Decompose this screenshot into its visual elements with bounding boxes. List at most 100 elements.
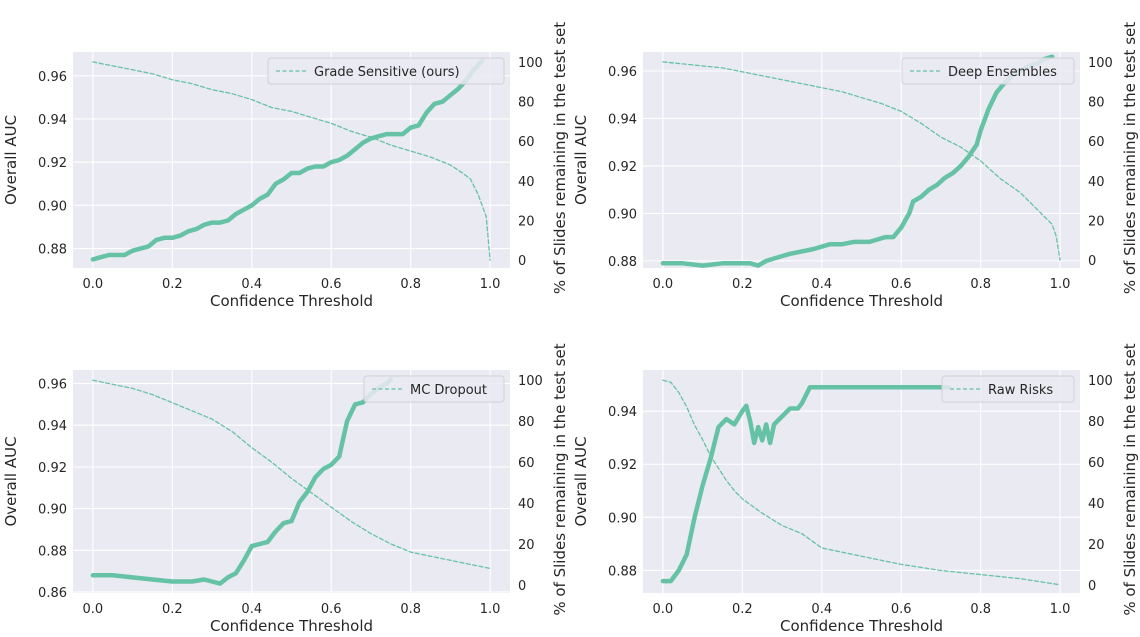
x-tick-label: 0.2 [162, 277, 183, 292]
y-tick-label-right: 60 [518, 456, 535, 471]
legend: Grade Sensitive (ours) [267, 57, 505, 85]
auc-line [660, 385, 952, 584]
y-axis-title-right: % of Slides remaining in the test set [1121, 22, 1139, 294]
y-tick-label-left: 0.92 [38, 156, 67, 171]
x-tick-label: 1.0 [1050, 277, 1071, 292]
legend-box [363, 375, 505, 403]
auc-line [90, 377, 394, 586]
y-tick-label-left: 0.96 [608, 65, 637, 80]
y-tick-label-left: 0.86 [38, 586, 67, 601]
x-axis-title: Confidence Threshold [210, 617, 373, 635]
y-tick-label-right: 20 [1088, 538, 1105, 553]
slides-remaining-line [662, 379, 1061, 586]
y-tick-label-right: 0 [518, 579, 526, 594]
subplot-3: 0.0 0.2 0.4 0.6 0.8 1.0 0.86 0.88 0.90 0.92 0.94 0.… [2, 343, 569, 635]
y-tick-label-right: 40 [518, 175, 535, 190]
y-tick-label-right: 60 [1088, 456, 1105, 471]
plot-area [643, 370, 1080, 593]
x-axis-title: Confidence Threshold [780, 617, 943, 635]
y-tick-label-right: 100 [518, 374, 543, 389]
x-axis-title: Confidence Threshold [780, 292, 943, 310]
legend-label: Grade Sensitive (ours) [314, 65, 460, 80]
legend: Raw Risks [941, 375, 1075, 403]
x-tick-label: 0.2 [732, 277, 753, 292]
x-tick-label: 0.8 [970, 602, 991, 617]
x-tick-label: 0.6 [891, 277, 912, 292]
x-axis-title: Confidence Threshold [210, 292, 373, 310]
y-tick-label-left: 0.94 [38, 419, 67, 434]
y-tick-label-right: 100 [1088, 374, 1113, 389]
y-tick-label-right: 20 [518, 214, 535, 229]
legend: Deep Ensembles [901, 57, 1075, 85]
y-tick-label-left: 0.90 [608, 207, 637, 222]
y-axis-title-right: % of Slides remaining in the test set [551, 343, 569, 615]
y-tick-label-left: 0.94 [608, 405, 637, 420]
y-axis-title-left: Overall AUC [572, 115, 590, 205]
subplot-1: 0.0 0.2 0.4 0.6 0.8 1.0 0.88 0.90 0.92 0.94 0.96 0 2… [2, 22, 569, 310]
x-tick-label: 0.4 [241, 277, 262, 292]
y-tick-label-right: 100 [1088, 56, 1113, 71]
x-tick-label: 0.8 [970, 277, 991, 292]
y-tick-label-left: 0.94 [38, 113, 67, 128]
plot-area [643, 52, 1080, 268]
legend-box [901, 57, 1075, 85]
y-tick-label-right: 40 [1088, 497, 1105, 512]
x-tick-label: 0.4 [811, 277, 832, 292]
x-tick-label: 0.4 [811, 602, 832, 617]
y-tick-label-right: 60 [1088, 135, 1105, 150]
y-axis-title-right: % of Slides remaining in the test set [551, 22, 569, 294]
y-axis-title-left: Overall AUC [572, 436, 590, 526]
y-tick-label-right: 20 [1088, 214, 1105, 229]
x-tick-label: 0.0 [83, 277, 104, 292]
legend-label: Raw Risks [988, 383, 1053, 398]
x-tick-label: 0.2 [162, 602, 183, 617]
x-tick-label: 0.0 [653, 602, 674, 617]
x-tick-label: 0.4 [241, 602, 262, 617]
legend-box [941, 375, 1075, 403]
x-tick-label: 0.0 [653, 277, 674, 292]
x-tick-label: 1.0 [1050, 602, 1071, 617]
x-tick-label: 0.0 [83, 602, 104, 617]
y-tick-label-left: 0.88 [608, 255, 637, 270]
legend-label: Deep Ensembles [948, 65, 1057, 80]
x-tick-label: 0.8 [400, 602, 421, 617]
legend: MC Dropout [363, 375, 505, 403]
subplot-4: 0.0 0.2 0.4 0.6 0.8 1.0 0.88 0.90 0.92 0.94 0 20 40 6… [572, 343, 1139, 635]
y-tick-label-left: 0.92 [608, 458, 637, 473]
y-tick-label-left: 0.90 [608, 511, 637, 526]
slides-remaining-line [92, 61, 491, 261]
x-tick-label: 0.8 [400, 277, 421, 292]
y-tick-label-right: 60 [518, 135, 535, 150]
y-axis-title-left: Overall AUC [2, 436, 20, 526]
slides-remaining-line [92, 379, 491, 570]
y-axis-title-left: Overall AUC [2, 115, 20, 205]
y-tick-label-left: 0.92 [608, 160, 637, 175]
legend-box [267, 57, 505, 85]
y-tick-label-right: 80 [518, 96, 535, 111]
x-tick-label: 0.2 [732, 602, 753, 617]
y-tick-label-right: 0 [1088, 254, 1096, 269]
x-tick-label: 1.0 [480, 602, 501, 617]
y-tick-label-left: 0.96 [38, 70, 67, 85]
y-tick-label-left: 0.88 [38, 544, 67, 559]
y-tick-label-left: 0.92 [38, 461, 67, 476]
y-tick-label-right: 80 [1088, 415, 1105, 430]
y-tick-label-right: 80 [1088, 96, 1105, 111]
plot-area [73, 370, 510, 593]
y-tick-label-left: 0.88 [608, 564, 637, 579]
y-tick-label-right: 80 [518, 415, 535, 430]
x-tick-label: 0.6 [891, 602, 912, 617]
y-tick-label-left: 0.94 [608, 112, 637, 127]
y-tick-label-right: 100 [518, 56, 543, 71]
y-tick-label-right: 20 [518, 538, 535, 553]
y-tick-label-left: 0.96 [38, 378, 67, 393]
y-tick-label-left: 0.90 [38, 199, 67, 214]
subplot-2: 0.0 0.2 0.4 0.6 0.8 1.0 0.88 0.90 0.92 0.94 0.96 0 2… [572, 22, 1139, 310]
slides-remaining-line [662, 61, 1061, 261]
y-tick-label-left: 0.90 [38, 503, 67, 518]
x-tick-label: 0.6 [321, 277, 342, 292]
x-tick-label: 0.6 [321, 602, 342, 617]
y-tick-label-right: 40 [1088, 175, 1105, 190]
y-tick-label-right: 0 [518, 254, 526, 269]
